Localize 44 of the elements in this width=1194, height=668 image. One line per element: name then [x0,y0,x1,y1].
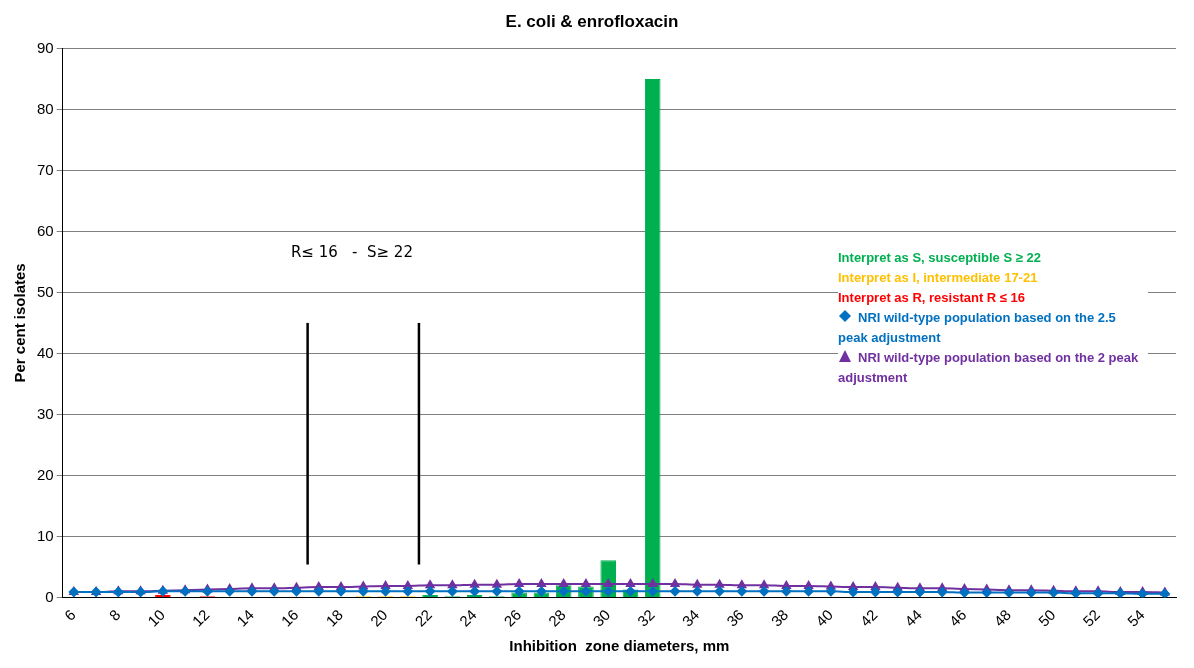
y-tick-label: 70 [37,160,54,178]
text: Interpret as R, resistant R ≤ 16 [838,290,1026,305]
x-tick-label: 50 [1034,605,1059,630]
x-tick-label: 16 [277,605,302,630]
x-tick-label: 20 [366,605,391,630]
text: Interpret as S, susceptible S ≥ 22 [838,250,1041,265]
x-tick-label: 32 [633,605,658,630]
x-tick-label: 38 [767,605,792,630]
chart-title: E. coli & enrofloxacin [505,11,679,31]
legend-label: NRI wild-type population based on the 2.5 peak adjustment [838,310,1116,345]
y-tick-label: 10 [37,526,54,544]
x-tick-label: 14 [233,605,257,630]
y-tick-label: 90 [37,38,54,56]
y-tick-label: 30 [37,404,54,422]
x-tick-label: 12 [188,605,213,630]
x-tick-label: 44 [901,605,925,630]
text: Interpret as I, intermediate 17-21 [838,270,1038,285]
x-tick-label: 10 [144,605,168,630]
annotation: R≤ 16 - S≥ 22 [290,243,413,262]
y-tick-label: 60 [37,221,54,239]
y-tick-label: 20 [37,465,54,483]
x-tick-label: 28 [544,605,569,630]
y-tick-label: 40 [37,343,54,361]
legend-label: NRI wild-type population based on the 2 peak adjustment [838,350,1139,385]
x-tick-label: 54 [1123,605,1148,630]
x-tick-label: 30 [589,605,614,630]
y-tick-label: 80 [37,99,54,117]
x-tick-label: 48 [990,605,1015,630]
y-tick-label: 50 [37,282,54,300]
x-tick-label: 36 [723,605,747,630]
x-tick-label: 40 [812,605,836,630]
x-tick-label: 22 [411,605,436,630]
x-tick-label: 46 [945,605,970,630]
x-axis-title: Inhibition zone diameters, mm [509,637,730,655]
y-axis-title: Per cent isolates [11,263,29,383]
x-tick-label: 26 [500,605,525,630]
x-tick-label: 24 [455,605,480,630]
x-tick-label: 8 [105,605,124,624]
x-tick-label: 6 [60,605,79,624]
x-tick-label: 18 [322,605,347,630]
y-tick-label: 0 [45,587,54,605]
x-tick-label: 52 [1079,605,1104,630]
x-tick-label: 34 [678,605,703,630]
x-tick-label: 42 [856,605,881,630]
